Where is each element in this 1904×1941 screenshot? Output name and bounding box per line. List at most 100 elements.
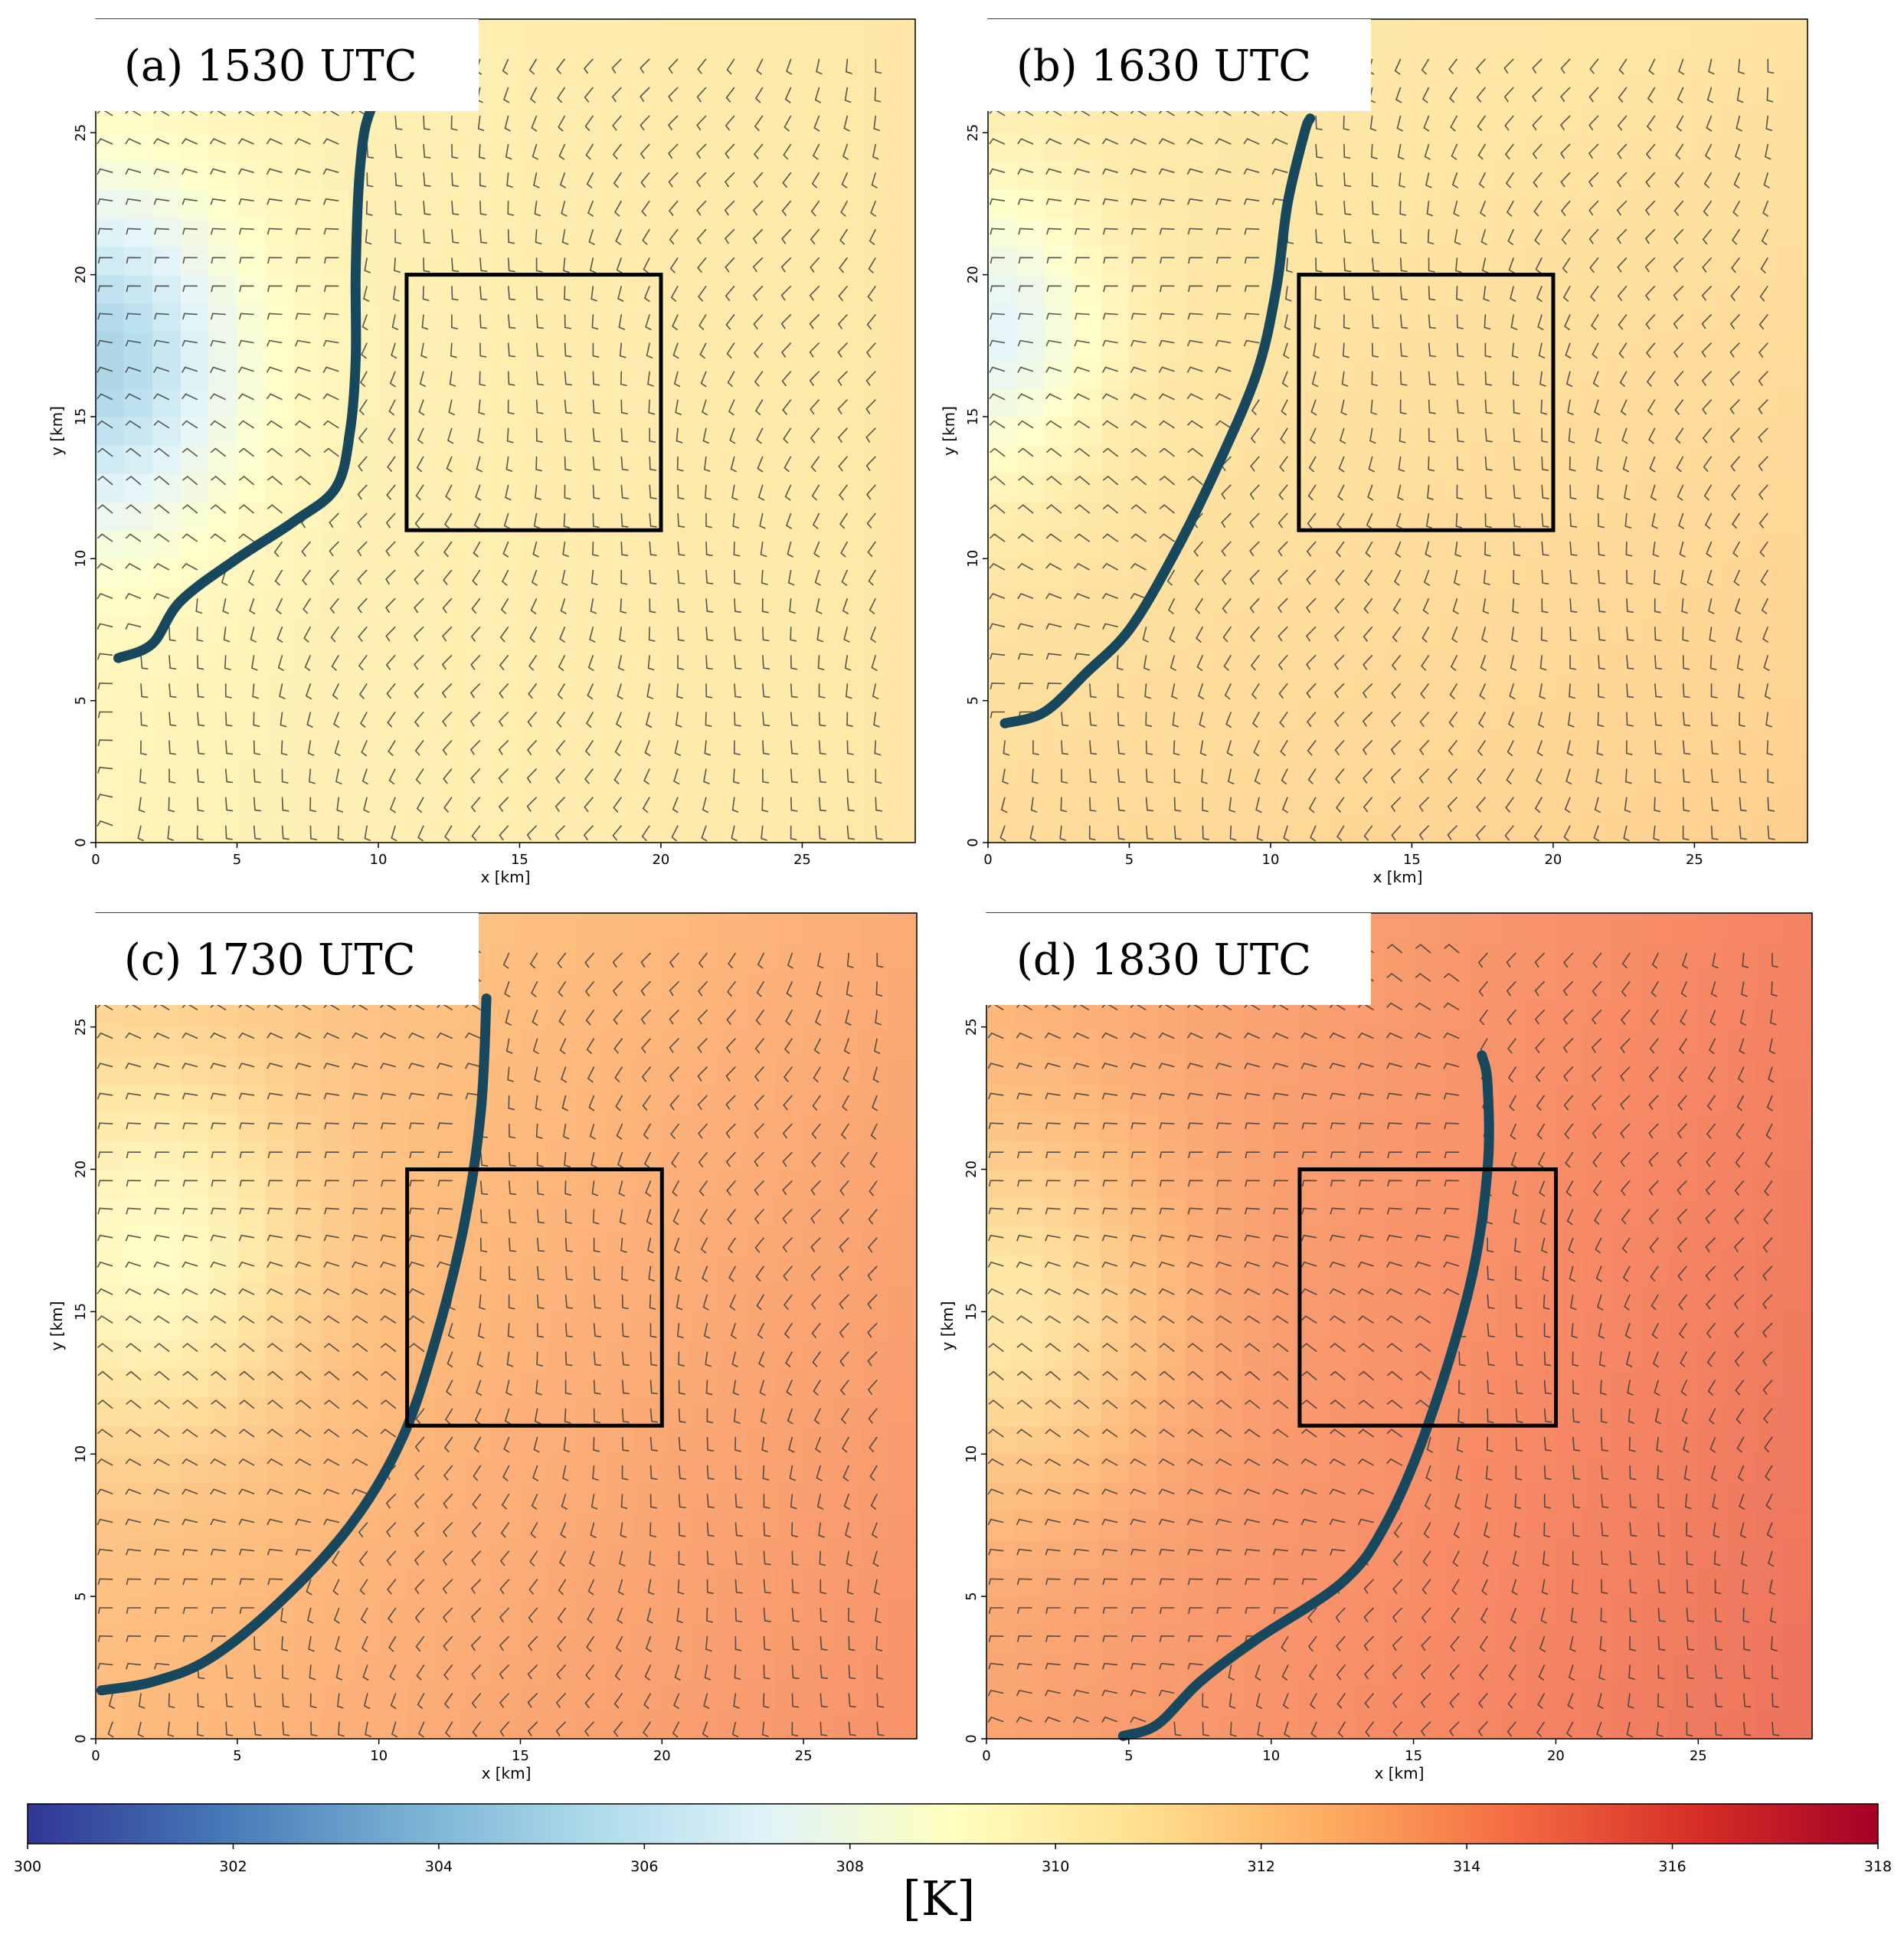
wind-barb [1017,420,1034,429]
heatmap-cell [1016,388,1045,417]
heatmap-cell [208,1311,238,1341]
heatmap-cell [548,1169,577,1199]
heatmap-cell [832,913,861,942]
wind-barb [1541,512,1549,528]
wind-barb [814,87,822,103]
wind-barb [125,393,142,401]
wind-barb [1253,740,1260,757]
heatmap-cell [1355,246,1385,276]
heatmap-cell [548,1311,577,1341]
heatmap-cell [1497,502,1526,531]
heatmap-cells [96,19,916,843]
wind-barb [1736,655,1744,671]
heatmap-cell [463,530,492,559]
wind-barb [668,58,679,74]
heatmap-cell [660,445,690,474]
wind-barb [872,683,879,700]
wind-barb [869,597,877,615]
heatmap-cell [1214,274,1243,304]
wind-barb [1710,768,1719,784]
heatmap-cell [1468,445,1497,474]
heatmap-cell [322,672,351,702]
wind-barb [1017,623,1034,630]
heatmap-cell [605,913,634,942]
heatmap-cell [802,161,831,190]
heatmap-cell [1044,502,1074,531]
heatmap-cell [124,1340,153,1370]
heatmap-cell [378,274,407,304]
wind-barb [505,143,512,160]
heatmap-cell [1298,417,1328,446]
heatmap-cell [774,19,803,48]
heatmap-cell [1327,274,1356,304]
wind-barb [840,541,849,558]
heatmap-cell [434,274,464,304]
heatmap-cell [491,303,521,332]
heatmap-cell [152,1596,182,1625]
heatmap-cell [1129,189,1158,219]
wind-barb [1315,229,1323,244]
heatmap-cell [208,530,238,559]
heatmap-cell [520,1169,550,1199]
wind-barb [504,115,511,132]
wind-barb [1018,504,1034,514]
heatmap-cell [407,1084,437,1113]
y-tick-label: 20 [73,1160,89,1178]
wind-barb [386,484,396,500]
wind-barb [1738,58,1745,74]
heatmap-cell [123,161,153,190]
wind-barb [322,198,339,205]
heatmap-cell [887,445,916,474]
heatmap-cell [96,1340,125,1370]
wind-barb [126,285,142,293]
wind-barb [1130,475,1147,486]
heatmap-cell [1044,530,1074,559]
heatmap-cell [1609,388,1639,417]
wind-barb [1598,655,1606,670]
heatmap-cell [1779,189,1808,219]
wind-barb [1341,371,1349,387]
wind-barb [1045,393,1062,401]
heatmap-cell [1666,587,1695,617]
heatmap-cell [1072,133,1102,162]
wind-barb [1588,200,1599,216]
heatmap-cell [605,1283,634,1312]
heatmap-cell [887,388,916,417]
wind-barb [1335,569,1345,586]
wind-barb [1187,447,1203,457]
wind-barb [1215,168,1232,175]
heatmap-cell [1779,530,1808,559]
wind-barb [1451,626,1458,643]
wind-barb [506,427,514,444]
wind-barb [643,768,650,785]
heatmap-cell [1044,558,1074,588]
heatmap-cell [491,274,521,304]
wind-barb [140,683,149,699]
heatmap-cell [152,1681,182,1711]
wind-barb [1654,712,1663,727]
x-tick-label: 20 [653,1748,671,1764]
wind-barb [725,115,735,131]
wind-barb [1102,227,1118,235]
heatmap-cell [548,1255,577,1284]
heatmap-cell [986,1454,1016,1484]
y-axis-label: y [km] [940,406,958,456]
heatmap-cell [265,1454,295,1484]
heatmap-cell [1779,133,1808,162]
heatmap-cell [1694,785,1723,815]
wind-barb [1732,228,1741,245]
wind-barb [125,366,142,373]
wind-barb [1399,342,1408,358]
wind-barb [224,683,232,699]
heatmap-cell [1186,785,1215,815]
heatmap-cell [859,615,888,645]
wind-barb [1618,342,1628,358]
wind-barb [1343,144,1351,159]
heatmap-cell [293,1255,323,1284]
wind-barb [1510,655,1517,671]
wind-barb [1764,683,1772,700]
wind-barb [756,427,764,444]
wind-barb [419,371,427,388]
heatmap-cell [1694,133,1723,162]
wind-barb [865,371,876,386]
